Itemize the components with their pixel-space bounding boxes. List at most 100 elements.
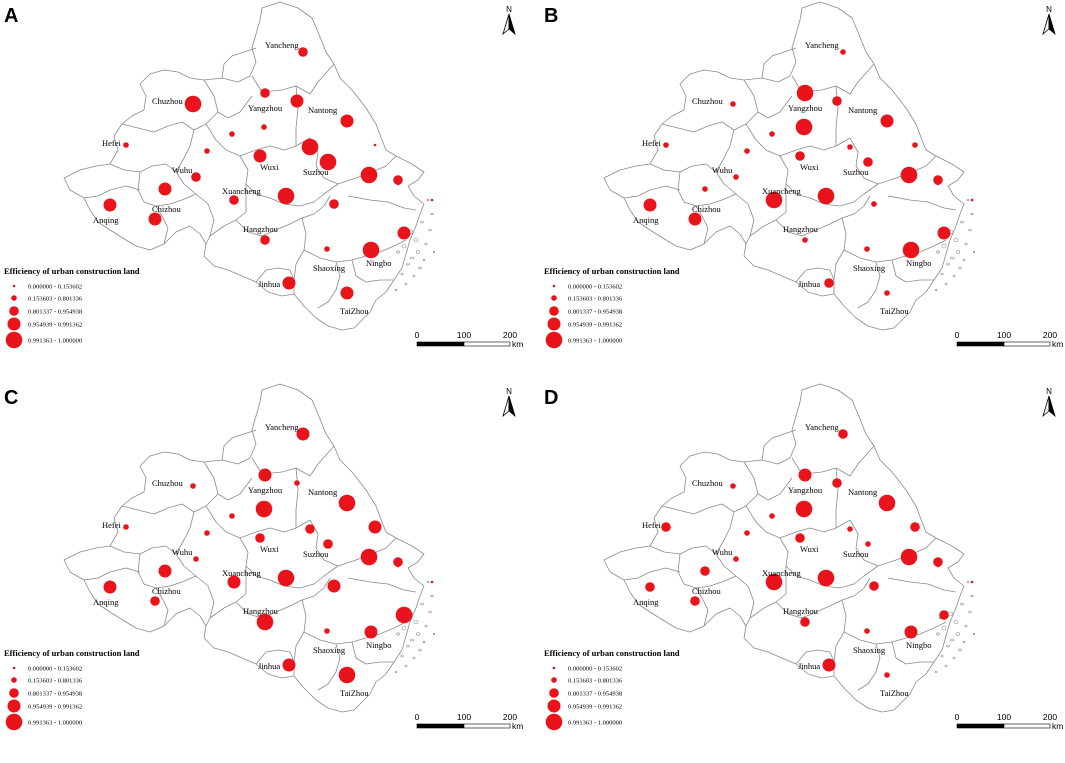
scale-tick-label: 100 [457,712,471,722]
island-outline [401,625,407,631]
efficiency-symbol [643,198,657,212]
prefecture-boundary [761,429,797,461]
city-label: Shaoxing [853,263,886,273]
scale-bar-light-segment [1003,341,1051,347]
island-outline [416,632,420,636]
efficiency-symbol [824,278,834,288]
efficiency-symbol [744,530,750,536]
city-label: Wuxi [800,544,819,554]
prefecture-boundary [857,261,881,309]
prefecture-boundary [351,259,394,283]
prefecture-boundary [661,111,759,133]
efficiency-symbol [193,556,199,562]
efficiency-symbol [869,581,879,591]
efficiency-symbol [395,606,413,624]
island-outline [941,243,947,249]
efficiency-symbol [970,198,974,202]
efficiency-symbol [878,494,896,512]
island-outline [404,664,408,668]
north-arrow-left-half [1042,13,1050,36]
coastal-islands [934,580,976,674]
city-label: Chuzhou [152,96,183,106]
efficiency-symbol [324,246,330,252]
city-label: Hangzhou [783,606,819,616]
island-outline [964,242,968,246]
panel-letter: D [544,387,558,409]
efficiency-symbol [795,533,805,543]
island-outline [412,274,416,278]
city-label: Xuancheng [762,568,801,578]
prefecture-boundary [785,183,879,207]
prefecture-boundaries [603,1,965,331]
north-label: N [1046,5,1052,14]
prefecture-boundary [245,183,339,207]
efficiency-symbol [227,575,241,589]
island-outline [953,238,959,242]
efficiency-symbol [282,658,296,672]
city-label: Anqing [93,215,119,225]
prefecture-boundary [715,511,737,577]
panel-letter: A [4,5,18,27]
legend-class-label: 0.000000 - 0.153602 [568,666,622,673]
prefecture-boundary [795,267,835,283]
efficiency-symbol [301,138,319,156]
island-outline [426,580,430,584]
prefecture-boundary [745,123,789,185]
region-outline [603,383,965,713]
city-labels: Yancheng Yangzhou Nantong Chuzhou Hefei Wuhu W… [633,422,932,698]
efficiency-symbol [255,500,273,518]
island-outline [936,632,940,636]
island-outline [958,648,962,652]
legend-title: Efficiency of urban construction land [4,648,140,658]
island-outline [424,242,428,246]
efficiency-symbol [933,175,943,185]
north-label: N [506,5,512,14]
legend-class-label: 0.000000 - 0.153602 [568,284,622,291]
efficiency-symbol [430,580,434,584]
legend-symbol [7,699,21,713]
map-svg: B Yancheng Yangzhou Nantong Chuzhou Hefei Wuhu… [544,1,1063,349]
island-outline [430,212,434,216]
city-label: Yancheng [805,422,839,432]
island-outline [409,638,415,642]
island-outline [964,624,968,628]
efficiency-symbol [256,613,274,631]
island-outline [432,632,436,636]
city-label: Wuxi [800,162,819,172]
legend-symbol [552,666,556,670]
island-outline [396,250,400,254]
city-label: Shaoxing [853,645,886,655]
legend-class-label: 0.954939 - 0.991362 [568,322,622,329]
city-label: Suzhou [843,549,869,559]
efficiency-symbol [319,153,337,171]
prefecture-boundary [239,137,311,157]
efficiency-symbol [150,596,160,606]
efficiency-symbol [103,198,117,212]
efficiency-symbol [902,241,920,259]
region-outline [63,383,425,713]
efficiency-symbol [103,580,117,594]
efficiency-symbol [340,114,354,128]
prefecture-boundaries [603,383,965,713]
legend-symbol [12,666,16,670]
scale-tick-label: 200 [1043,330,1057,340]
efficiency-symbol [798,468,812,482]
city-label: Suzhou [303,167,329,177]
scale-bar-dark-segment [956,723,1005,729]
prefecture-boundary [775,577,871,619]
efficiency-symbol [702,186,708,192]
legend-class-label: 0.153603 - 0.801336 [28,296,83,303]
prefecture-boundary [785,565,879,589]
island-outline [968,610,972,614]
efficiency-symbol [904,625,918,639]
efficiency-symbol [796,84,814,102]
panel-letter: C [4,387,18,409]
island-outline [394,670,398,674]
city-label: Yancheng [265,40,299,50]
city-label: Chizhou [152,204,182,214]
efficiency-symbol [847,144,853,150]
efficiency-symbol [190,483,196,489]
city-label: Hefei [102,138,122,148]
